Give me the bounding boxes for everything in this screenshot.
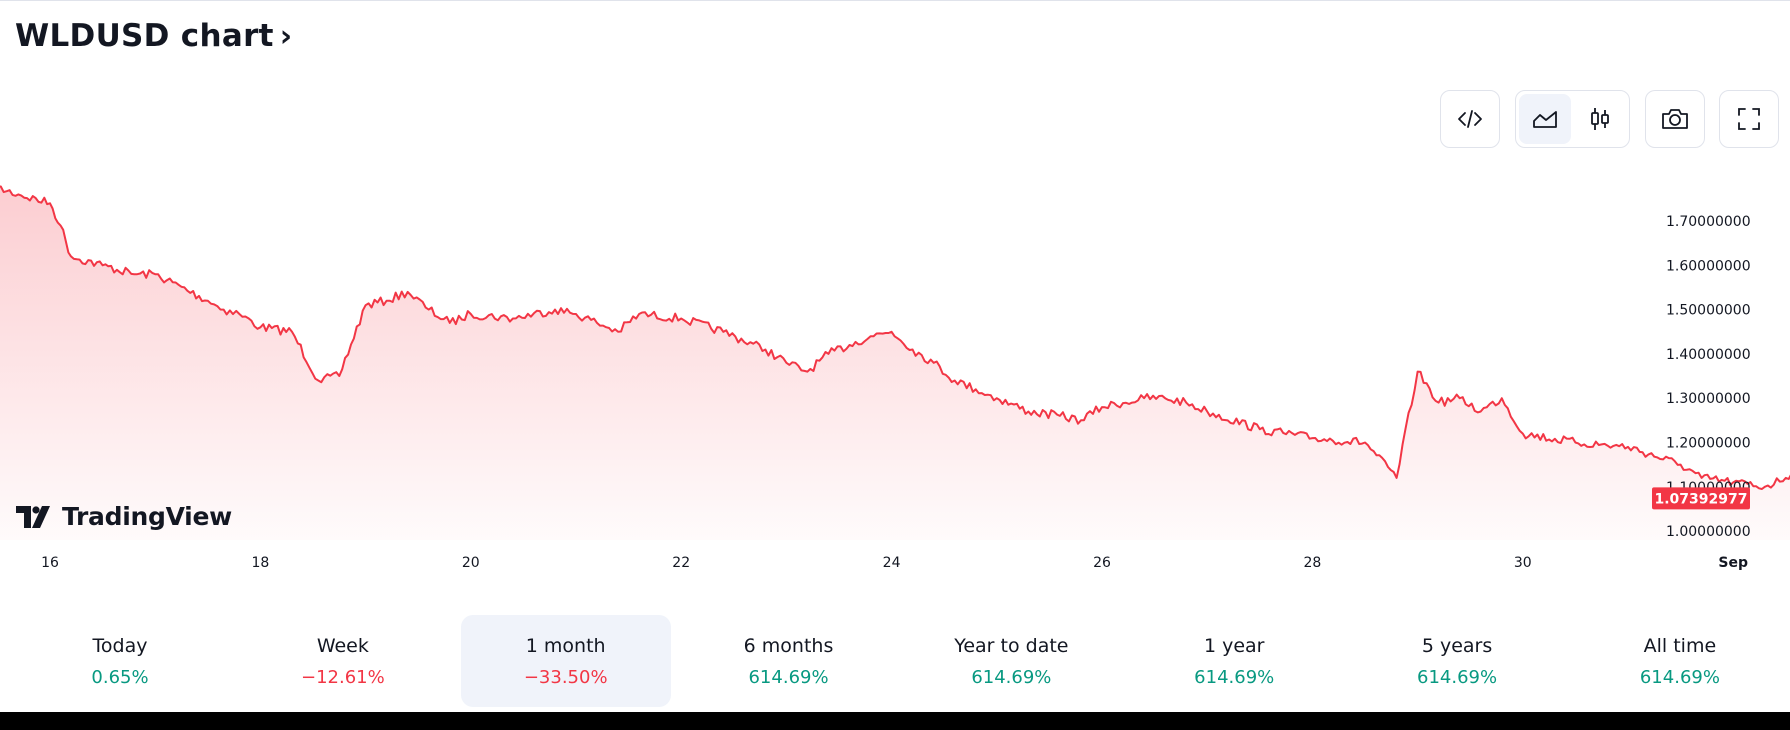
candles-chart-button[interactable] (1574, 94, 1626, 144)
period-label: Year to date (954, 635, 1069, 657)
y-tick-label: 1.30000000 (1666, 391, 1751, 407)
camera-icon (1662, 109, 1688, 129)
y-tick-label: 1.00000000 (1666, 524, 1751, 540)
x-tick-label: Sep (1718, 555, 1748, 571)
candles-icon (1591, 108, 1609, 130)
period-change: 614.69% (971, 667, 1052, 688)
period-change: 614.69% (1194, 667, 1275, 688)
embed-button[interactable] (1440, 90, 1500, 148)
last-price-label: 1.07392977 (1655, 491, 1748, 507)
x-tick-label: 24 (883, 555, 901, 571)
top-divider (0, 0, 1790, 1)
price-chart[interactable]: 1.70000000 1.60000000 1.50000000 1.40000000… (0, 170, 1790, 580)
period-change: 614.69% (1639, 667, 1720, 688)
y-tick-label: 1.70000000 (1666, 214, 1751, 230)
period-change: 0.65% (91, 667, 149, 688)
period-label: Today (92, 635, 148, 657)
period-week[interactable]: Week −12.61% (238, 615, 448, 707)
chevron-right-icon: › (279, 18, 293, 54)
tradingview-logo-icon (16, 505, 50, 528)
period-1-month[interactable]: 1 month −33.50% (460, 615, 671, 707)
code-icon (1458, 110, 1482, 128)
period-label: All time (1643, 635, 1717, 657)
period-year-to-date[interactable]: Year to date 614.69% (906, 615, 1116, 707)
y-tick-label: 1.20000000 (1666, 436, 1751, 452)
period-change: −12.61% (300, 667, 385, 688)
x-tick-label: 30 (1514, 555, 1532, 571)
period-label: Week (316, 635, 369, 657)
fullscreen-button[interactable] (1719, 90, 1779, 148)
page-title: WLDUSD chart (15, 18, 274, 54)
chart-style-group (1515, 90, 1630, 148)
period-label: 1 month (525, 635, 606, 657)
period-all-time[interactable]: All time 614.69% (1575, 615, 1785, 707)
period-change: 614.69% (748, 667, 829, 688)
chart-title-link[interactable]: WLDUSD chart › (15, 18, 292, 54)
x-tick-label: 26 (1093, 555, 1111, 571)
period-change: 614.69% (1417, 667, 1498, 688)
period-6-months[interactable]: 6 months 614.69% (684, 615, 894, 707)
line-chart-button[interactable] (1519, 94, 1571, 144)
period-1-year[interactable]: 1 year 614.69% (1129, 615, 1339, 707)
period-change: −33.50% (523, 667, 608, 688)
last-price-tag (1652, 487, 1750, 510)
x-tick-label: 16 (41, 555, 59, 571)
y-tick-label: 1.40000000 (1666, 347, 1751, 363)
bottom-bar (0, 712, 1790, 730)
x-tick-label: 18 (251, 555, 269, 571)
x-tick-label: 28 (1303, 555, 1321, 571)
snapshot-button[interactable] (1645, 90, 1705, 148)
area-chart-icon (1533, 111, 1557, 128)
tradingview-logo-text: TradingView (62, 502, 232, 531)
performance-periods: Today 0.65% Week −12.61% 1 month −33.50%… (15, 615, 1785, 707)
period-5-years[interactable]: 5 years 614.69% (1352, 615, 1562, 707)
period-label: 6 months (743, 635, 834, 657)
y-tick-label: 1.50000000 (1666, 303, 1751, 319)
tradingview-logo: TradingView (16, 502, 232, 531)
period-label: 1 year (1203, 635, 1265, 657)
fullscreen-icon (1738, 108, 1760, 130)
price-line (0, 185, 1790, 490)
x-tick-label: 20 (462, 555, 480, 571)
price-area-fill (0, 186, 1790, 540)
x-tick-label: 22 (672, 555, 690, 571)
period-today[interactable]: Today 0.65% (15, 615, 225, 707)
period-label: 5 years (1421, 635, 1493, 657)
y-tick-label: 1.60000000 (1666, 258, 1751, 274)
